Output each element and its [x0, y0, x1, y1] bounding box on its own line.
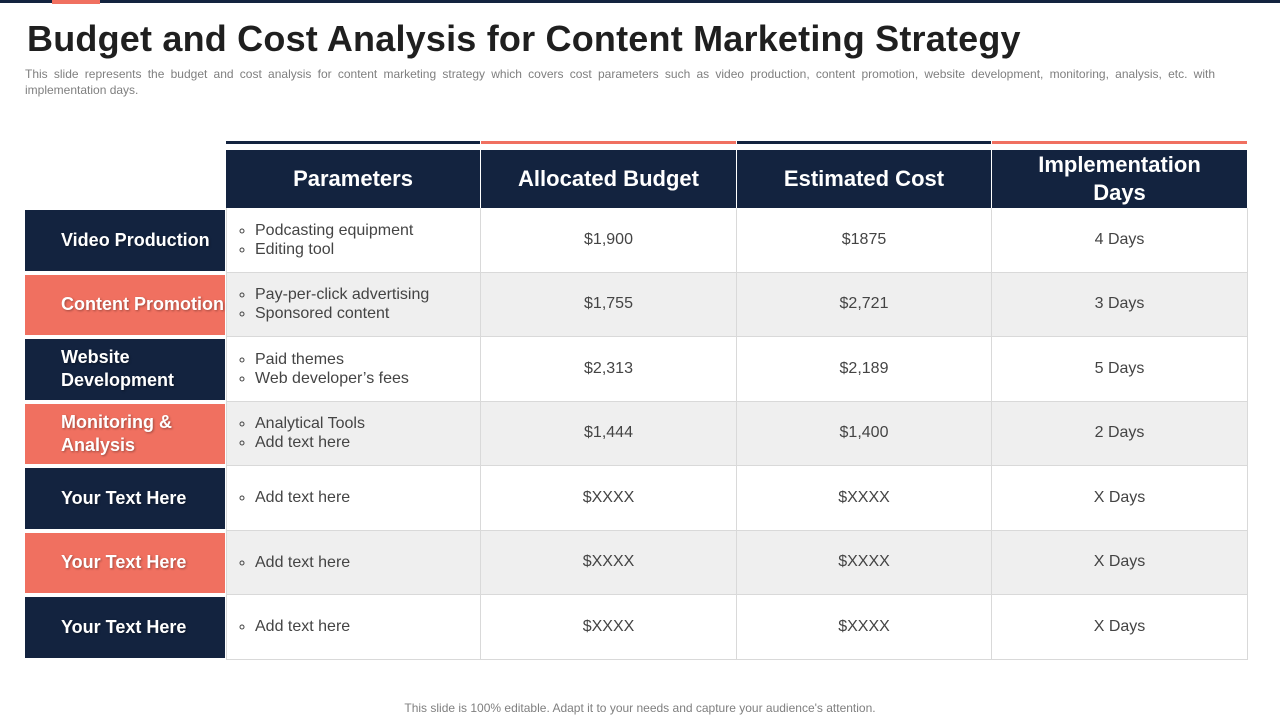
column-header: Allocated Budget [481, 150, 737, 208]
parameter-item: Add text here [255, 617, 350, 636]
parameter-list: Add text here [227, 553, 350, 572]
budget-cell: $1,900 [481, 208, 737, 273]
budget-cell: $1,444 [481, 401, 737, 466]
cost-cell: $1875 [737, 208, 992, 273]
column-accent [737, 141, 991, 144]
subtitle: This slide represents the budget and cos… [25, 67, 1215, 97]
column-accent [481, 141, 736, 144]
column-accent [992, 141, 1247, 144]
cost-cell: $XXXX [737, 595, 992, 660]
days-cell: X Days [992, 530, 1248, 595]
budget-cell: $XXXX [481, 530, 737, 595]
budget-cell: $XXXX [481, 466, 737, 531]
budget-cell: $1,755 [481, 272, 737, 337]
cost-cell: $2,189 [737, 337, 992, 402]
parameters-cell: Analytical ToolsAdd text here [226, 401, 481, 466]
days-cell: X Days [992, 466, 1248, 531]
parameter-item: Editing tool [255, 240, 413, 259]
row-label: Website Development [25, 339, 225, 400]
parameter-list: Analytical ToolsAdd text here [227, 414, 365, 452]
column-header: Parameters [226, 150, 481, 208]
days-cell: 2 Days [992, 401, 1248, 466]
row-label: Content Promotion [25, 274, 225, 335]
top-accent [52, 0, 100, 4]
parameter-list: Pay-per-click advertisingSponsored conte… [227, 285, 429, 323]
parameters-cell: Add text here [226, 595, 481, 660]
cost-cell: $XXXX [737, 530, 992, 595]
row-label: Your Text Here [25, 597, 225, 658]
parameter-item: Paid themes [255, 350, 409, 369]
cost-cell: $XXXX [737, 466, 992, 531]
days-cell: X Days [992, 595, 1248, 660]
days-cell: 3 Days [992, 272, 1248, 337]
parameter-item: Add text here [255, 433, 365, 452]
parameter-item: Sponsored content [255, 304, 429, 323]
column-header: Estimated Cost [737, 150, 992, 208]
row-label: Your Text Here [25, 532, 225, 593]
parameter-item: Add text here [255, 553, 350, 572]
row-label: Monitoring & Analysis [25, 403, 225, 464]
parameter-list: Add text here [227, 488, 350, 507]
top-rule [0, 0, 1280, 3]
parameters-cell: Pay-per-click advertisingSponsored conte… [226, 272, 481, 337]
column-header: Implementation Days [992, 150, 1248, 208]
parameter-list: Podcasting equipmentEditing tool [227, 221, 413, 259]
parameter-list: Add text here [227, 617, 350, 636]
parameter-list: Paid themesWeb developer’s fees [227, 350, 409, 388]
budget-cell: $XXXX [481, 595, 737, 660]
cost-cell: $1,400 [737, 401, 992, 466]
parameter-item: Add text here [255, 488, 350, 507]
parameter-item: Web developer’s fees [255, 369, 409, 388]
parameters-cell: Podcasting equipmentEditing tool [226, 208, 481, 273]
row-label: Your Text Here [25, 468, 225, 529]
cost-cell: $2,721 [737, 272, 992, 337]
parameters-cell: Add text here [226, 466, 481, 531]
budget-cell: $2,313 [481, 337, 737, 402]
parameters-cell: Add text here [226, 530, 481, 595]
parameter-item: Analytical Tools [255, 414, 365, 433]
parameters-cell: Paid themesWeb developer’s fees [226, 337, 481, 402]
parameter-item: Podcasting equipment [255, 221, 413, 240]
parameter-item: Pay-per-click advertising [255, 285, 429, 304]
days-cell: 5 Days [992, 337, 1248, 402]
footer: This slide is 100% editable. Adapt it to… [404, 701, 876, 715]
days-cell: 4 Days [992, 208, 1248, 273]
column-accent [226, 141, 480, 144]
row-label: Video Production [25, 210, 225, 271]
title: Budget and Cost Analysis for Content Mar… [27, 18, 1021, 59]
